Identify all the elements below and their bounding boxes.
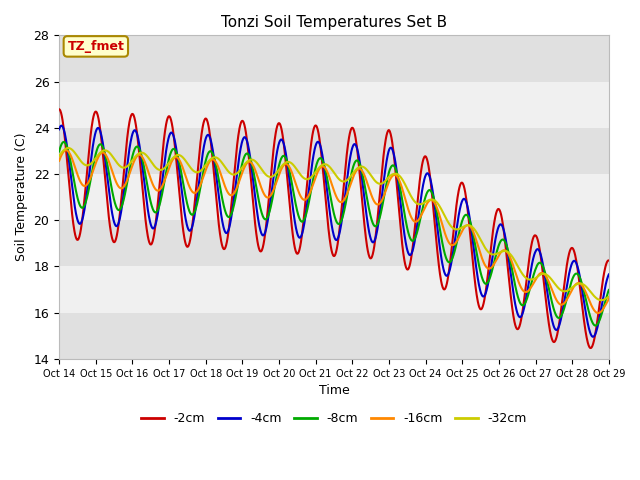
-16cm — [55, 158, 63, 164]
-32cm — [55, 153, 63, 158]
-16cm — [239, 167, 247, 173]
Legend: -2cm, -4cm, -8cm, -16cm, -32cm: -2cm, -4cm, -8cm, -16cm, -32cm — [136, 407, 532, 430]
-4cm — [589, 334, 597, 340]
Line: -8cm: -8cm — [59, 142, 609, 325]
-32cm — [239, 163, 247, 169]
Title: Tonzi Soil Temperatures Set B: Tonzi Soil Temperatures Set B — [221, 15, 447, 30]
-32cm — [605, 294, 612, 300]
-8cm — [164, 158, 172, 164]
-8cm — [239, 157, 247, 163]
-4cm — [540, 267, 548, 273]
Bar — [59, 174, 609, 220]
-16cm — [164, 167, 172, 172]
-4cm — [178, 189, 186, 194]
Bar — [59, 220, 609, 266]
Bar — [59, 266, 609, 312]
-8cm — [492, 254, 499, 260]
Line: -2cm: -2cm — [59, 109, 609, 348]
-32cm — [178, 154, 186, 159]
Line: -32cm: -32cm — [59, 148, 609, 300]
-32cm — [540, 271, 548, 276]
-8cm — [60, 139, 68, 145]
-2cm — [491, 216, 499, 221]
-2cm — [587, 345, 595, 351]
-8cm — [540, 266, 548, 272]
-2cm — [419, 157, 427, 163]
Bar — [59, 128, 609, 174]
-2cm — [540, 276, 547, 282]
-4cm — [239, 136, 247, 142]
Y-axis label: Soil Temperature (C): Soil Temperature (C) — [15, 133, 28, 262]
-2cm — [605, 258, 612, 264]
-32cm — [597, 297, 605, 303]
-16cm — [178, 162, 186, 168]
Line: -4cm: -4cm — [59, 126, 609, 337]
Text: TZ_fmet: TZ_fmet — [67, 40, 124, 53]
Line: -16cm: -16cm — [59, 150, 609, 313]
-32cm — [65, 145, 72, 151]
-4cm — [605, 272, 612, 277]
-2cm — [177, 212, 185, 218]
-4cm — [58, 123, 65, 129]
-8cm — [420, 201, 428, 207]
-16cm — [595, 310, 602, 316]
X-axis label: Time: Time — [319, 384, 349, 397]
-16cm — [540, 271, 548, 276]
-16cm — [605, 296, 612, 302]
-32cm — [492, 252, 499, 257]
-2cm — [55, 107, 63, 112]
-16cm — [420, 207, 428, 213]
-2cm — [164, 114, 172, 120]
-4cm — [164, 136, 172, 142]
-4cm — [55, 126, 63, 132]
-32cm — [420, 200, 428, 206]
-16cm — [62, 147, 70, 153]
-8cm — [178, 172, 186, 178]
-8cm — [591, 323, 599, 328]
-4cm — [492, 237, 499, 242]
-4cm — [420, 180, 428, 186]
-2cm — [239, 118, 247, 124]
-8cm — [605, 287, 612, 293]
-8cm — [55, 149, 63, 155]
Bar — [59, 82, 609, 128]
-32cm — [164, 161, 172, 167]
Bar — [59, 36, 609, 82]
-16cm — [492, 259, 499, 264]
Bar — [59, 312, 609, 359]
